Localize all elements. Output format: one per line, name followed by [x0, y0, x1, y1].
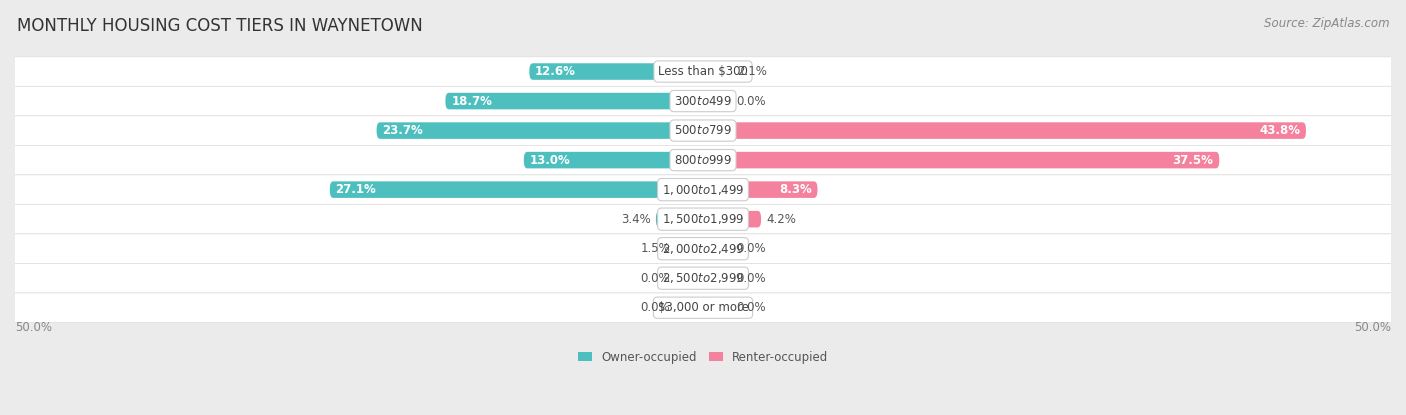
- FancyBboxPatch shape: [703, 122, 1306, 139]
- FancyBboxPatch shape: [703, 181, 817, 198]
- FancyBboxPatch shape: [682, 240, 703, 257]
- Text: MONTHLY HOUSING COST TIERS IN WAYNETOWN: MONTHLY HOUSING COST TIERS IN WAYNETOWN: [17, 17, 423, 34]
- FancyBboxPatch shape: [446, 93, 703, 109]
- Text: $3,000 or more: $3,000 or more: [658, 301, 748, 314]
- FancyBboxPatch shape: [330, 181, 703, 198]
- Text: 4.2%: 4.2%: [766, 212, 796, 226]
- Text: 50.0%: 50.0%: [1354, 321, 1391, 334]
- FancyBboxPatch shape: [8, 86, 1398, 116]
- FancyBboxPatch shape: [529, 63, 703, 80]
- FancyBboxPatch shape: [8, 264, 1398, 293]
- Text: 23.7%: 23.7%: [382, 124, 423, 137]
- Legend: Owner-occupied, Renter-occupied: Owner-occupied, Renter-occupied: [572, 346, 834, 369]
- Text: $300 to $499: $300 to $499: [673, 95, 733, 107]
- FancyBboxPatch shape: [8, 57, 1398, 86]
- Text: 18.7%: 18.7%: [451, 95, 492, 107]
- FancyBboxPatch shape: [8, 175, 1398, 205]
- FancyBboxPatch shape: [8, 145, 1398, 175]
- FancyBboxPatch shape: [8, 293, 1398, 322]
- Text: $2,500 to $2,999: $2,500 to $2,999: [662, 271, 744, 285]
- Text: $500 to $799: $500 to $799: [673, 124, 733, 137]
- Text: 3.4%: 3.4%: [621, 212, 651, 226]
- Text: 0.0%: 0.0%: [735, 272, 766, 285]
- Text: Less than $300: Less than $300: [658, 65, 748, 78]
- Text: 0.0%: 0.0%: [640, 301, 671, 314]
- Text: 37.5%: 37.5%: [1173, 154, 1213, 166]
- Text: 8.3%: 8.3%: [779, 183, 811, 196]
- FancyBboxPatch shape: [703, 211, 761, 227]
- Text: 2.1%: 2.1%: [737, 65, 768, 78]
- Text: Source: ZipAtlas.com: Source: ZipAtlas.com: [1264, 17, 1389, 29]
- Text: 0.0%: 0.0%: [735, 301, 766, 314]
- FancyBboxPatch shape: [524, 152, 703, 168]
- FancyBboxPatch shape: [377, 122, 703, 139]
- FancyBboxPatch shape: [703, 93, 731, 109]
- Text: 27.1%: 27.1%: [336, 183, 377, 196]
- FancyBboxPatch shape: [8, 116, 1398, 145]
- FancyBboxPatch shape: [8, 205, 1398, 234]
- Text: $1,500 to $1,999: $1,500 to $1,999: [662, 212, 744, 226]
- Text: 50.0%: 50.0%: [15, 321, 52, 334]
- Text: 0.0%: 0.0%: [640, 272, 671, 285]
- FancyBboxPatch shape: [703, 300, 731, 316]
- Text: 12.6%: 12.6%: [536, 65, 576, 78]
- FancyBboxPatch shape: [703, 270, 731, 286]
- FancyBboxPatch shape: [675, 270, 703, 286]
- FancyBboxPatch shape: [703, 240, 731, 257]
- Text: 0.0%: 0.0%: [735, 242, 766, 255]
- FancyBboxPatch shape: [675, 300, 703, 316]
- FancyBboxPatch shape: [703, 152, 1219, 168]
- Text: 43.8%: 43.8%: [1260, 124, 1301, 137]
- Text: $800 to $999: $800 to $999: [673, 154, 733, 166]
- Text: $1,000 to $1,499: $1,000 to $1,499: [662, 183, 744, 197]
- Text: 1.5%: 1.5%: [640, 242, 671, 255]
- FancyBboxPatch shape: [657, 211, 703, 227]
- Text: 0.0%: 0.0%: [735, 95, 766, 107]
- Text: 13.0%: 13.0%: [530, 154, 571, 166]
- FancyBboxPatch shape: [703, 63, 733, 80]
- Text: $2,000 to $2,499: $2,000 to $2,499: [662, 242, 744, 256]
- FancyBboxPatch shape: [8, 234, 1398, 264]
